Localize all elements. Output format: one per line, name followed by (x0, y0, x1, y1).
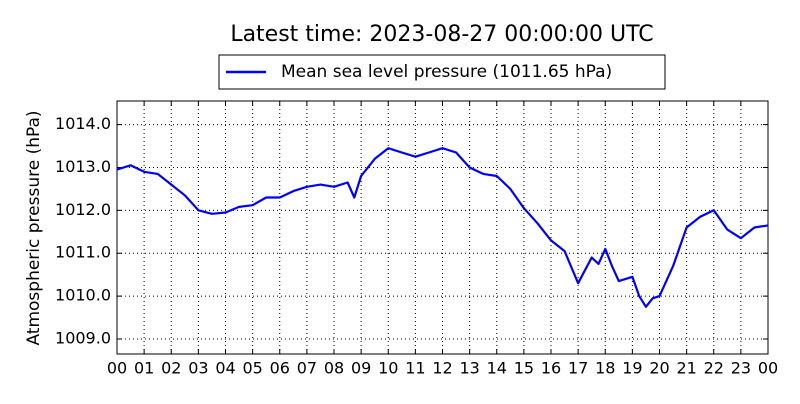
y-tick-label: 1009.0 (55, 328, 111, 347)
x-tick-label: 11 (405, 359, 425, 378)
x-tick-label: 06 (270, 359, 290, 378)
x-tick-label: 22 (704, 359, 724, 378)
x-tick-label: 16 (541, 359, 561, 378)
x-tick-label: 20 (649, 359, 669, 378)
y-tick-label: 1010.0 (55, 286, 111, 305)
x-tick-label: 03 (188, 359, 208, 378)
x-tick-label: 04 (215, 359, 235, 378)
x-tick-label: 05 (242, 359, 262, 378)
x-tick-label: 00 (107, 359, 127, 378)
x-tick-label: 09 (351, 359, 371, 378)
x-tick-label: 00 (758, 359, 778, 378)
y-tick-label: 1011.0 (55, 243, 111, 262)
x-tick-label: 17 (568, 359, 588, 378)
x-tick-label: 08 (324, 359, 344, 378)
chart-title: Latest time: 2023-08-27 00:00:00 UTC (230, 22, 653, 47)
x-tick-label: 13 (459, 359, 479, 378)
x-tick-label: 23 (731, 359, 751, 378)
x-tick-label: 15 (514, 359, 534, 378)
y-tick-label: 1013.0 (55, 157, 111, 176)
x-tick-label: 19 (622, 359, 642, 378)
plot-frame (116, 100, 769, 355)
data-line (116, 147, 769, 308)
x-tick-label: 14 (487, 359, 507, 378)
x-tick-label: 10 (378, 359, 398, 378)
y-axis-label: Atmospheric pressure (hPa) (24, 110, 44, 345)
x-tick-label: 02 (161, 359, 181, 378)
x-tick-label: 18 (595, 359, 615, 378)
y-tick-label: 1014.0 (55, 114, 111, 133)
y-tick-label: 1012.0 (55, 200, 111, 219)
x-tick-label: 01 (134, 359, 154, 378)
x-tick-label: 07 (297, 359, 317, 378)
x-tick-label: 12 (432, 359, 452, 378)
legend-label: Mean sea level pressure (1011.65 hPa) (281, 62, 612, 82)
x-tick-label: 21 (676, 359, 696, 378)
legend-box (218, 54, 666, 90)
